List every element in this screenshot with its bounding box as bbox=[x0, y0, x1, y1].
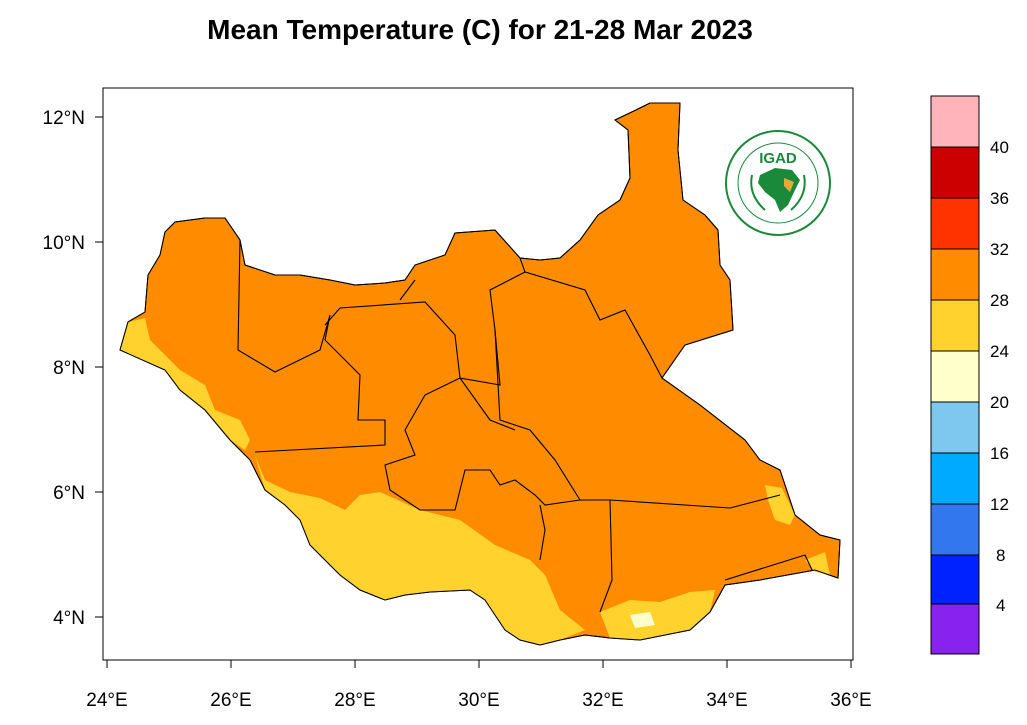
lon-tick-label: 28°E bbox=[334, 690, 375, 711]
lat-tick-label: 12°N bbox=[43, 108, 85, 129]
south-sudan-temperature-yellow-southeast bbox=[600, 590, 715, 640]
colorbar-label: 24 bbox=[990, 342, 1009, 361]
colorbar-bin bbox=[930, 146, 980, 199]
colorbar-bin bbox=[930, 197, 980, 250]
map-title: Mean Temperature (C) for 21-28 Mar 2023 bbox=[207, 14, 753, 45]
colorbar-bin bbox=[930, 248, 980, 301]
south-sudan-temperature-yellow-tip bbox=[805, 552, 830, 575]
lat-axis bbox=[95, 116, 103, 618]
colorbar-label: 12 bbox=[990, 495, 1009, 514]
colorbar-bin bbox=[930, 603, 980, 655]
lon-tick-label: 26°E bbox=[210, 690, 251, 711]
logo-text: IGAD bbox=[759, 150, 797, 167]
colorbar-bin bbox=[930, 299, 980, 352]
colorbar-label: 40 bbox=[990, 138, 1009, 157]
colorbar-bin bbox=[930, 350, 980, 403]
colorbar-bin bbox=[930, 401, 980, 454]
state-boundaries bbox=[237, 239, 813, 613]
colorbar-label: 28 bbox=[990, 291, 1009, 310]
colorbar-label: 8 bbox=[996, 546, 1005, 565]
colorbar-bin bbox=[930, 503, 980, 556]
lon-tick-label: 36°E bbox=[830, 690, 871, 711]
country-outline bbox=[119, 102, 841, 646]
south-sudan-temperature-yellow bbox=[255, 455, 585, 645]
colorbar-label: 4 bbox=[996, 596, 1005, 615]
lon-tick-label: 32°E bbox=[582, 690, 623, 711]
colorbar-bin bbox=[930, 95, 980, 148]
south-sudan-temperature-cream-patch bbox=[630, 612, 655, 628]
lon-tick-label: 24°E bbox=[86, 690, 127, 711]
lat-tick-label: 8°N bbox=[53, 358, 85, 379]
colorbar-label: 20 bbox=[990, 393, 1009, 412]
colorbar-label: 32 bbox=[990, 240, 1009, 259]
lon-axis bbox=[106, 660, 852, 668]
colorbar-label: 36 bbox=[990, 189, 1009, 208]
colorbar-label: 16 bbox=[990, 444, 1009, 463]
lon-tick-label: 34°E bbox=[706, 690, 747, 711]
lon-tick-label: 30°E bbox=[458, 690, 499, 711]
lat-tick-label: 4°N bbox=[53, 608, 85, 629]
lat-tick-label: 10°N bbox=[43, 233, 85, 254]
igad-logo: IGAD bbox=[725, 130, 831, 236]
colorbar bbox=[930, 95, 980, 655]
colorbar-bin bbox=[930, 554, 980, 605]
south-sudan-temperature-yellow-east bbox=[765, 485, 795, 525]
colorbar-bin bbox=[930, 452, 980, 505]
south-sudan-temperature-yellow-west bbox=[120, 318, 250, 450]
lat-tick-label: 6°N bbox=[53, 483, 85, 504]
